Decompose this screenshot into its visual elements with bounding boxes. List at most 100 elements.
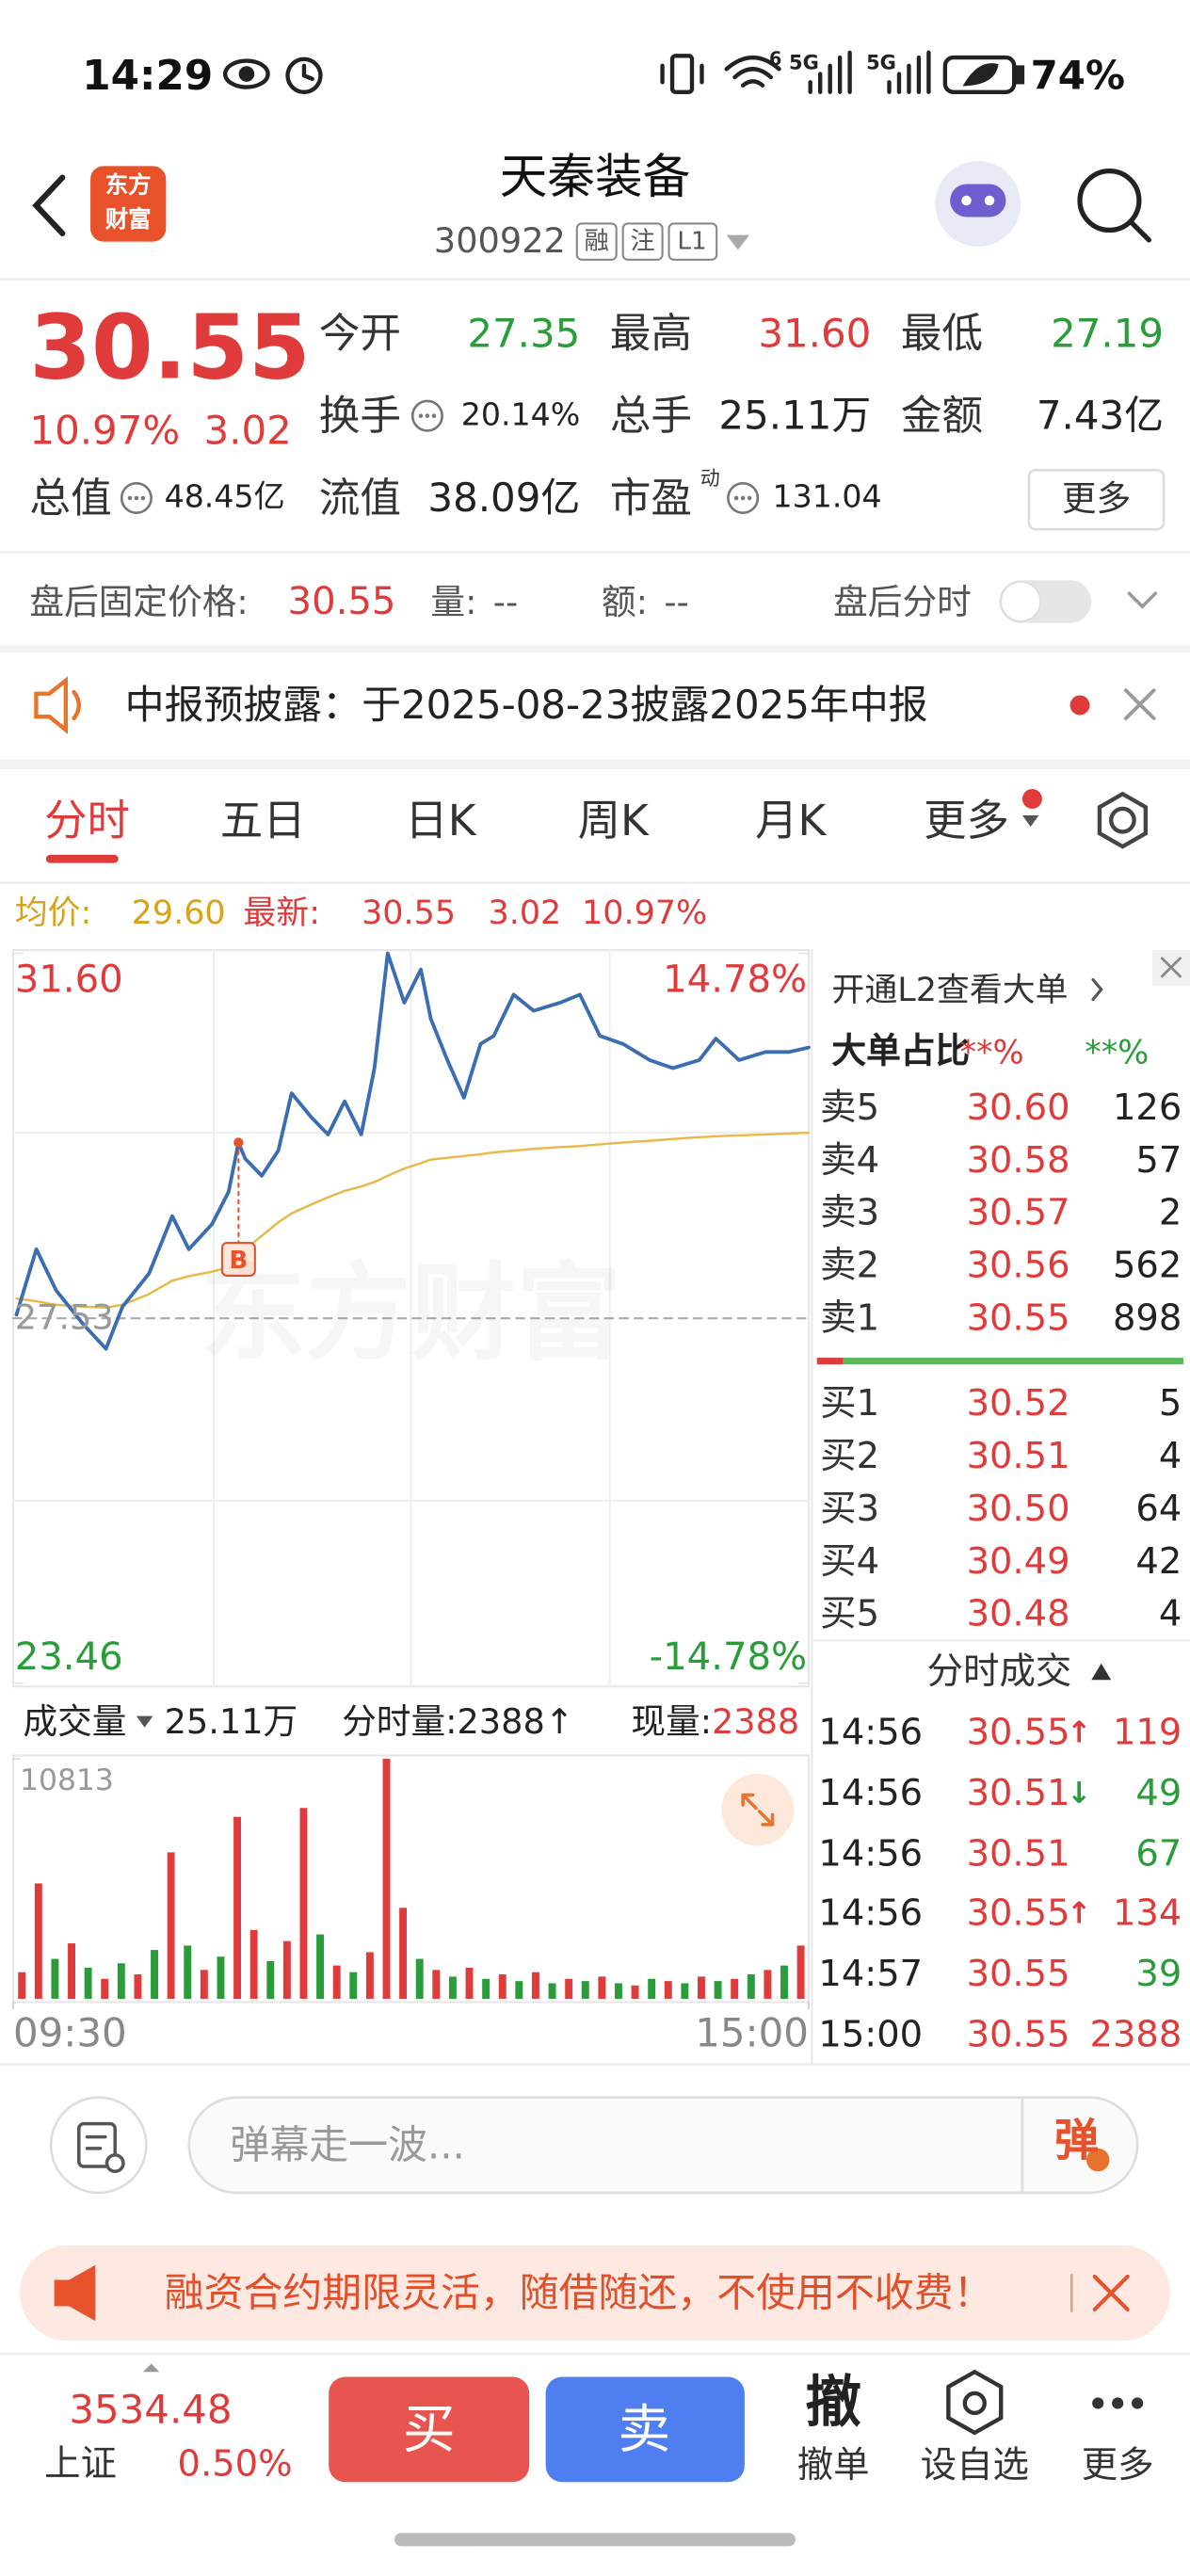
volume-bar — [415, 1958, 424, 1999]
volume-bar — [134, 1974, 142, 1999]
close-l2[interactable] — [1160, 957, 1182, 978]
logo[interactable] — [90, 166, 167, 242]
volume-bar — [698, 1976, 705, 1999]
current-volume: 2388 — [711, 1701, 800, 1742]
network-label: 5G — [866, 51, 896, 74]
field-label: 今开 — [318, 310, 402, 358]
x-tick-label: 15:00 — [695, 2010, 809, 2057]
trade-volume: 49 — [1135, 1773, 1182, 1815]
volume-bar — [151, 1950, 159, 1999]
field-value: 131.04 — [772, 478, 882, 516]
network-label: 5G — [789, 51, 819, 74]
tab[interactable]: 月K — [755, 797, 827, 847]
search-icon[interactable] — [1077, 168, 1151, 243]
volume-bar — [266, 1960, 275, 1999]
close-promo[interactable] — [1092, 2274, 1130, 2312]
tab[interactable]: 周K — [577, 797, 649, 847]
more-text[interactable]: 更多 — [1081, 2445, 1154, 2487]
book-label: 卖1 — [820, 1298, 880, 1340]
buy-text[interactable]: 买 — [402, 2398, 456, 2461]
price-line — [14, 951, 811, 1351]
unread-dot — [1069, 695, 1090, 716]
volume-title: 成交量 — [23, 1701, 127, 1742]
buy-button[interactable] — [329, 2376, 530, 2483]
volume-bar — [648, 1978, 656, 1999]
volume-bar — [299, 1808, 308, 1999]
volume-bar — [764, 1970, 772, 1999]
tab[interactable]: 日K — [405, 797, 476, 847]
y-tick-label: 31.60 — [14, 958, 123, 1003]
wifi-label: 6 — [769, 48, 782, 71]
volume-bar — [117, 1963, 125, 1999]
more-button[interactable] — [1027, 469, 1166, 531]
book-price: 30.49 — [966, 1541, 1070, 1584]
more-button-text[interactable]: 更多 — [1061, 478, 1132, 519]
logo-text: 财富 — [105, 206, 152, 233]
trade-price: 30.55 — [966, 2015, 1070, 2057]
more-icon[interactable] — [1092, 2397, 1144, 2409]
trade-time: 14:56 — [818, 1833, 924, 1876]
volume-bar — [531, 1972, 539, 1999]
volume-bar — [515, 1981, 523, 1999]
volume-bar — [465, 1967, 474, 1999]
settings-icon[interactable] — [1097, 791, 1149, 849]
speaker-icon — [34, 676, 81, 734]
comment-input[interactable] — [187, 2096, 1139, 2195]
trade-time: 15:00 — [818, 2015, 924, 2057]
volume-bar — [249, 1929, 258, 1999]
danmaku-button[interactable]: 弹 — [1053, 2116, 1100, 2167]
after-hours-value: -- — [664, 582, 689, 622]
l2-link[interactable]: 开通L2查看大单 — [831, 970, 1069, 1009]
watch-icon[interactable] — [946, 2369, 1004, 2436]
volume-bar — [332, 1965, 341, 1999]
volume-bar — [448, 1976, 457, 1999]
volume-bar — [498, 1974, 507, 1999]
book-volume: 42 — [1135, 1541, 1182, 1584]
book-volume: 562 — [1112, 1246, 1182, 1288]
volume-bar — [399, 1908, 408, 1999]
comment-icon[interactable] — [49, 2096, 148, 2195]
volume-bar — [282, 1940, 291, 1999]
close-notice[interactable] — [1123, 688, 1156, 720]
volume-bar — [167, 1852, 175, 1999]
field-label: 市盈 — [609, 474, 693, 523]
volume-bar — [316, 1934, 325, 1999]
ratio-label: 大单占比 — [831, 1031, 971, 1071]
expand-icon[interactable] — [1127, 591, 1158, 609]
volume-bar — [614, 1983, 622, 1999]
expand-chart[interactable] — [721, 1773, 795, 1846]
volume-bar — [796, 1945, 805, 1999]
after-hours-label: 量: — [430, 582, 477, 622]
volume-bar — [34, 1883, 42, 1999]
promo-banner[interactable] — [19, 2245, 1171, 2342]
trade-arrow: ↑ — [1067, 1897, 1092, 1933]
tag: 融 — [584, 226, 609, 256]
trade-volume: 67 — [1135, 1833, 1182, 1876]
dropdown-icon[interactable] — [726, 234, 750, 250]
sell-button[interactable] — [545, 2376, 745, 2483]
trade-time: 14:56 — [818, 1893, 924, 1936]
promo-text[interactable]: 融资合约期限灵活，随借随还，不使用不收费！ — [164, 2270, 993, 2316]
volume-bar — [217, 1956, 225, 1999]
last-value: 30.55 — [362, 892, 457, 932]
back-icon[interactable] — [32, 174, 66, 236]
field-value: 7.43亿 — [1036, 393, 1165, 440]
trades-title: 分时成交 — [926, 1651, 1072, 1694]
tab[interactable]: 分时 — [44, 797, 130, 847]
price: 30.55 — [29, 296, 311, 400]
trade-price: 30.51 — [966, 1833, 1070, 1876]
book-label: 卖5 — [820, 1087, 880, 1130]
notice[interactable]: 中报预披露：于2025-08-23披露2025年中报 — [124, 682, 928, 729]
tab[interactable]: 更多 — [924, 797, 1009, 847]
after-hours-value: -- — [492, 582, 519, 622]
after-hours-price: 30.55 — [287, 581, 396, 624]
comment-placeholder[interactable]: 弹幕走一波... — [230, 2121, 465, 2168]
book-price: 30.50 — [966, 1489, 1070, 1531]
sell-text[interactable]: 卖 — [618, 2398, 671, 2461]
watch-text[interactable]: 设自选 — [920, 2445, 1029, 2487]
tab[interactable]: 五日 — [219, 797, 306, 847]
cancel-icon[interactable]: 撤 — [805, 2370, 861, 2437]
book-price: 30.60 — [966, 1087, 1070, 1130]
cancel-text[interactable]: 撤单 — [796, 2445, 870, 2487]
